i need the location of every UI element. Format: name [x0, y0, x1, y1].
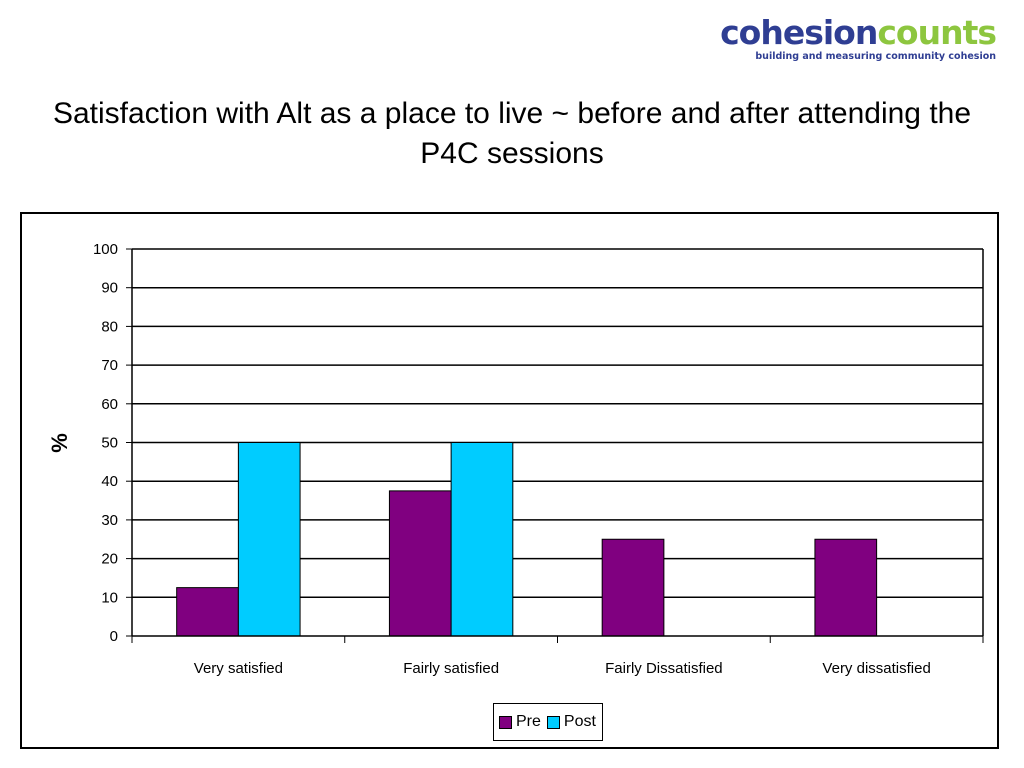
bar-post-2	[450, 442, 514, 637]
legend-swatch-post	[546, 715, 560, 729]
y-tick-label: 80	[101, 318, 118, 335]
y-tick-label: 40	[101, 473, 118, 490]
slide-title: Satisfaction with Alt as a place to live…	[52, 97, 972, 170]
axes	[126, 248, 984, 643]
legend-label-post: Post	[563, 713, 596, 730]
x-tick-label: Very dissatisfied	[822, 660, 930, 677]
legend-swatch-pre	[499, 715, 512, 729]
legend-item-pre: Pre	[499, 713, 541, 731]
cohesioncounts-logo: cohesioncounts building and measuring co…	[720, 13, 997, 63]
y-tick-label: 0	[110, 628, 118, 645]
x-tick-label: Fairly Dissatisfied	[605, 660, 723, 677]
y-tick-label: 70	[101, 357, 118, 374]
y-tick-label: 90	[101, 280, 118, 297]
bar-pre-3	[601, 538, 665, 637]
y-tick-label: 100	[93, 241, 118, 258]
logo-part-cohesion: cohesion	[720, 13, 878, 52]
legend-label-pre: Pre	[516, 713, 541, 730]
y-tick-label: 30	[101, 512, 118, 529]
logo-wordmark: cohesioncounts	[720, 13, 997, 52]
logo-tagline: building and measuring community cohesio…	[755, 51, 996, 62]
chart-area: 0 10 20 30 40 50 60 70 80 90 100 Very satisfied Fair…	[20, 212, 999, 749]
logo-part-counts: counts	[877, 13, 997, 52]
y-tick-label: 20	[101, 551, 118, 568]
bars	[176, 442, 878, 637]
bar-chart: 0 10 20 30 40 50 60 70 80 90 100 Very satisfied Fair…	[47, 241, 984, 677]
x-tick-label: Very satisfied	[194, 660, 283, 677]
legend-item-post: Post	[546, 713, 596, 731]
bar-pre-4	[814, 538, 878, 637]
x-tick-label: Fairly satisfied	[403, 660, 499, 677]
y-axis-title: %	[47, 433, 72, 453]
bar-post-1	[237, 442, 301, 637]
chart-legend: Pre Post	[493, 703, 603, 741]
y-tick-label: 60	[101, 396, 118, 413]
y-tick-label: 50	[101, 435, 118, 452]
bar-pre-1	[176, 587, 239, 637]
y-tick-label: 10	[101, 589, 118, 606]
bar-pre-2	[388, 490, 452, 637]
tick-labels: 0 10 20 30 40 50 60 70 80 90 100 Very satisfied Fair…	[93, 241, 931, 677]
